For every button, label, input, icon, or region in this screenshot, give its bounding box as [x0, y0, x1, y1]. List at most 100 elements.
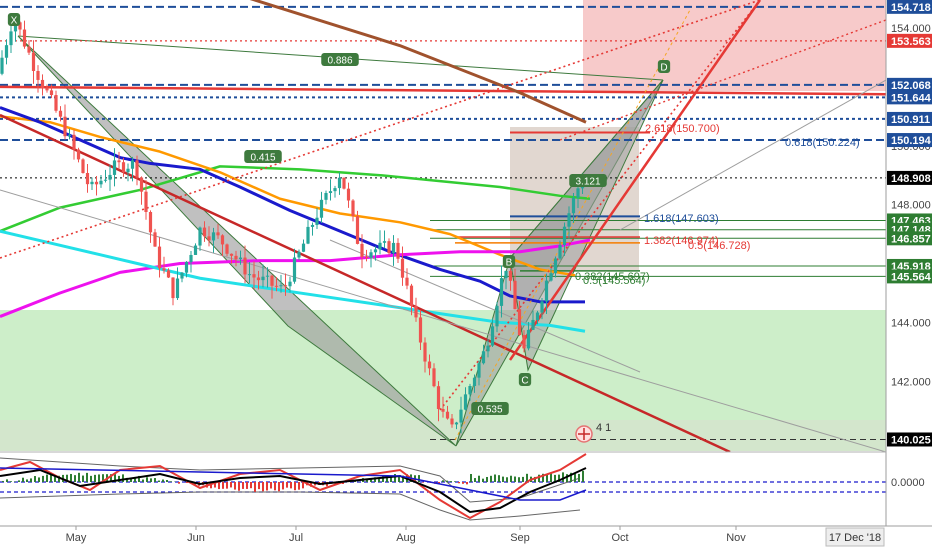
price-label-12: 140.025: [891, 434, 931, 446]
point-c-label-bg: [518, 373, 532, 386]
candle-body-77: [346, 188, 351, 201]
price-label-bg-2: [887, 77, 932, 92]
candle-body-23: [103, 179, 108, 181]
price-label-5: 150.194: [891, 135, 932, 147]
candle-body-76: [342, 177, 346, 189]
y-tick-label-0: 154.000: [891, 23, 931, 35]
candle-body-108: [486, 345, 490, 352]
time-axis[interactable]: [0, 526, 932, 550]
candle-body-100: [450, 418, 454, 425]
candle-body-55: [247, 274, 252, 276]
candle-body-83: [373, 249, 378, 253]
candle-body-41: [184, 261, 189, 273]
candle-body-31: [139, 177, 144, 192]
candle-body-3: [13, 22, 18, 32]
down-trendline: [0, 113, 731, 452]
candle-body-120: [540, 301, 544, 313]
date-badge: 17 Dec '18: [829, 532, 881, 544]
event-marker-label: 4 1: [596, 422, 611, 434]
candle-body-35: [157, 246, 162, 269]
candle-body-34: [153, 232, 157, 247]
price-label-4: 150.911: [891, 114, 930, 126]
candle-body-51: [229, 253, 234, 256]
candle-body-111: [499, 278, 504, 306]
candle-body-38: [171, 277, 175, 299]
candle-body-78: [351, 200, 355, 217]
fib-annotation-4: 0.5(146.728): [688, 240, 750, 252]
candle-body-109: [490, 326, 495, 346]
y-tick-label-3: 144.000: [891, 317, 931, 329]
candle-body-127: [571, 197, 576, 214]
price-label-11: 145.564: [891, 271, 932, 283]
candle-body-94: [423, 342, 427, 362]
candle-body-14: [63, 116, 67, 137]
candle-body-5: [22, 29, 27, 47]
point-b-label-bg: [502, 255, 516, 268]
candle-body-75: [337, 177, 342, 189]
price-label-bg-9: [887, 231, 932, 246]
candle-body-49: [220, 235, 225, 245]
candle-body-62: [279, 285, 283, 287]
candle-body-44: [198, 227, 202, 246]
price-label-bg-0: [887, 0, 932, 14]
price-label-2: 152.068: [891, 80, 931, 92]
point-x-label: X: [11, 16, 18, 27]
candle-body-124: [558, 245, 562, 259]
candle-body-18: [81, 159, 85, 173]
ratio-cd-label: 3.121: [575, 177, 600, 188]
osc-zero-label: 0.0000: [891, 477, 925, 489]
candle-body-106: [477, 363, 481, 378]
candle-body-43: [193, 245, 198, 255]
candle-body-118: [531, 319, 535, 330]
candle-body-86: [387, 241, 391, 254]
candle-body-90: [405, 277, 409, 286]
candle-body-36: [162, 268, 166, 271]
candle-body-47: [211, 232, 216, 241]
candle-body-69: [310, 224, 315, 227]
candle-body-21: [94, 181, 99, 185]
date-badge-bg: [825, 527, 885, 547]
candle-body-113: [508, 270, 513, 281]
price-label-bg-6: [887, 170, 932, 185]
candle-body-45: [202, 227, 207, 237]
candle-body-93: [418, 317, 423, 343]
candle-body-37: [166, 270, 171, 278]
candle-body-26: [117, 160, 121, 163]
price-label-1: 153.563: [891, 36, 931, 48]
candle-body-25: [112, 160, 117, 175]
candle-body-57: [256, 277, 261, 281]
candle-body-16: [72, 134, 76, 150]
price-label-bg-1: [887, 33, 932, 48]
candle-body-128: [576, 188, 580, 198]
grey-trend-3: [329, 239, 641, 373]
candle-body-22: [99, 180, 103, 185]
candle-body-58: [261, 276, 265, 281]
ratio-bc-label: 0.535: [477, 405, 502, 416]
price-label-6: 148.908: [891, 173, 931, 185]
candle-body-12: [54, 95, 58, 111]
point-c-label: C: [521, 376, 528, 387]
oscillator: [0, 453, 886, 521]
price-label-bg-5: [887, 133, 932, 148]
candle-body-54: [243, 257, 247, 275]
fib-annotation-5: 0.382(145.697): [575, 271, 650, 283]
candle-body-122: [549, 273, 553, 281]
candle-body-102: [459, 409, 463, 423]
candle-body-59: [265, 275, 270, 277]
candle-body-114: [513, 280, 517, 310]
fib-annotation-2: 1.618(147.603): [644, 213, 719, 225]
candle-body-121: [544, 280, 549, 302]
resistance-line: [0, 85, 886, 96]
price-label-bg-12: [887, 432, 932, 447]
candle-body-71: [319, 199, 324, 218]
candle-body-115: [517, 309, 522, 336]
candle-body-95: [427, 361, 432, 369]
candle-body-9: [40, 79, 45, 89]
candle-body-42: [189, 254, 193, 262]
candle-body-17: [76, 149, 81, 160]
grey-trend-2: [0, 189, 886, 452]
ma-magenta: [0, 238, 591, 318]
oscillator-pane[interactable]: [0, 452, 886, 526]
candlesticks: [0, 18, 585, 434]
